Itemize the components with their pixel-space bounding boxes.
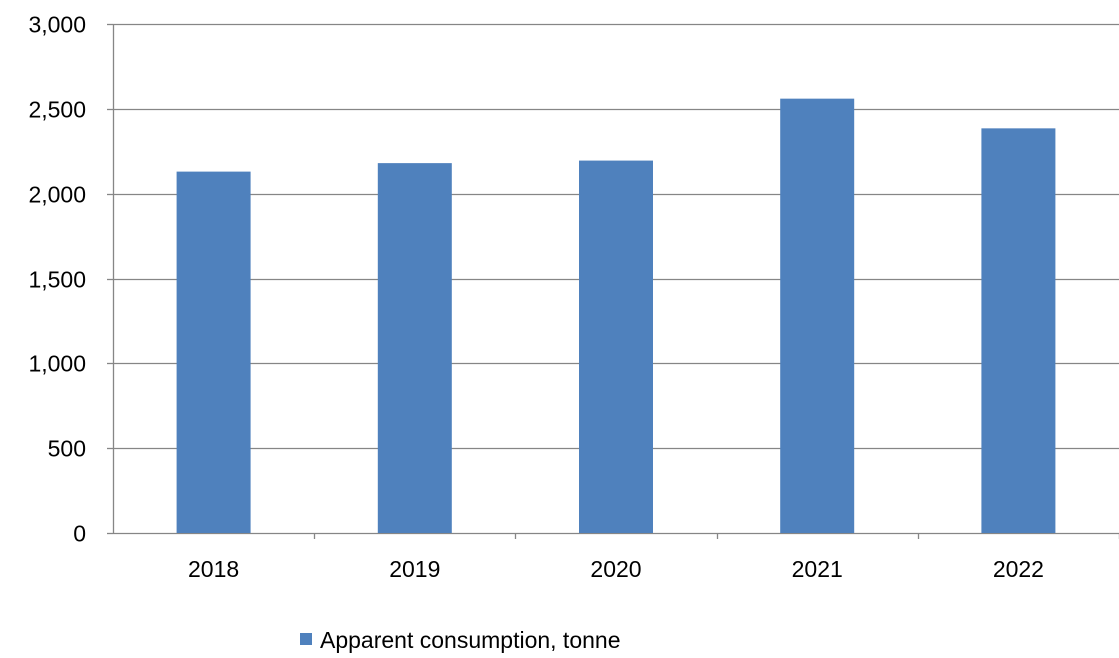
legend-swatch-0 xyxy=(300,633,312,645)
y-axis-ticks: 0 500 1,000 1,500 2,000 2,500 3,000 xyxy=(28,12,86,547)
x-tick-label-2019: 2019 xyxy=(389,556,440,582)
x-axis-ticks: 2018 2019 2020 2021 2022 xyxy=(188,556,1044,582)
x-tick-label-2018: 2018 xyxy=(188,556,239,582)
y-tick-label: 1,000 xyxy=(28,351,86,377)
legend-label-0: Apparent consumption, tonne xyxy=(320,627,620,653)
y-tick-label: 3,000 xyxy=(28,12,86,38)
bar-2019 xyxy=(377,163,452,534)
bars xyxy=(176,98,1056,534)
bar-2020 xyxy=(579,160,653,533)
axes xyxy=(107,23,1119,539)
x-tick-label-2020: 2020 xyxy=(590,556,641,582)
bar-2018 xyxy=(176,171,251,534)
bar-2022 xyxy=(981,128,1056,533)
bar-2021 xyxy=(780,98,855,534)
y-tick-label: 2,500 xyxy=(28,97,86,123)
x-tick-label-2022: 2022 xyxy=(993,556,1044,582)
legend: Apparent consumption, tonne xyxy=(300,627,620,653)
y-tick-label: 0 xyxy=(73,521,86,547)
y-tick-label: 1,500 xyxy=(28,267,86,293)
y-tick-label: 2,000 xyxy=(28,182,86,208)
y-tick-label: 500 xyxy=(48,436,86,462)
x-tick-label-2021: 2021 xyxy=(792,556,843,582)
